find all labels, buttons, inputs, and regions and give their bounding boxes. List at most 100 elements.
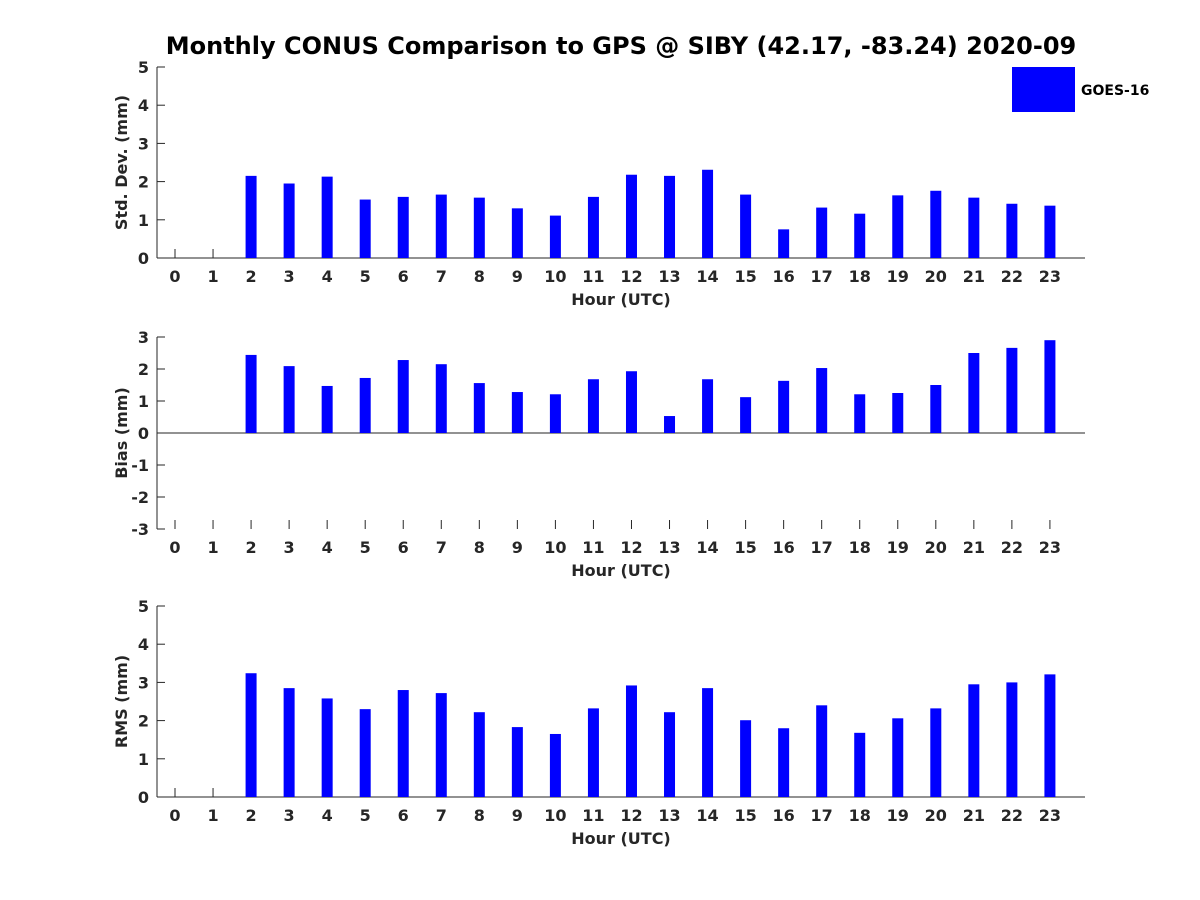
bar-hour-7 <box>435 364 447 433</box>
bar-hour-10 <box>549 733 561 797</box>
x-tick-label: 17 <box>811 267 833 286</box>
bar-hour-4 <box>321 385 333 433</box>
bar-hour-18 <box>854 732 866 797</box>
x-tick-label: 23 <box>1039 267 1061 286</box>
bar-hour-20 <box>930 708 942 797</box>
legend-swatch <box>1012 67 1075 112</box>
y-tick-label: 5 <box>138 58 149 77</box>
bar-hour-5 <box>359 199 371 258</box>
y-tick-label: -1 <box>131 456 149 475</box>
x-tick-label: 7 <box>436 267 447 286</box>
bar-hour-22 <box>1006 203 1018 258</box>
x-tick-label: 0 <box>169 267 180 286</box>
y-axis-label: RMS (mm) <box>112 655 131 748</box>
x-tick-label: 16 <box>773 806 795 825</box>
x-tick-label: 0 <box>169 806 180 825</box>
x-axis-label: Hour (UTC) <box>571 290 671 309</box>
x-tick-label: 6 <box>398 538 409 557</box>
legend-label: GOES-16 <box>1081 83 1149 99</box>
x-tick-label: 4 <box>322 267 333 286</box>
x-tick-label: 8 <box>474 806 485 825</box>
bar-hour-23 <box>1044 340 1056 433</box>
x-tick-label: 16 <box>773 267 795 286</box>
y-tick-label: 3 <box>138 134 149 153</box>
x-tick-label: 15 <box>734 267 756 286</box>
bar-hour-17 <box>816 368 828 433</box>
x-tick-label: 3 <box>284 267 295 286</box>
bar-hour-18 <box>854 394 866 433</box>
bar-hour-11 <box>587 379 599 433</box>
bar-hour-21 <box>968 684 980 797</box>
bar-hour-14 <box>702 169 714 258</box>
bar-hour-13 <box>664 416 676 433</box>
x-axis-label: Hour (UTC) <box>571 829 671 848</box>
bar-hour-7 <box>435 194 447 258</box>
x-tick-label: 17 <box>811 806 833 825</box>
x-tick-label: 13 <box>658 806 680 825</box>
x-tick-label: 21 <box>963 538 985 557</box>
x-tick-label: 9 <box>512 267 523 286</box>
bar-hour-11 <box>587 708 599 797</box>
bar-hour-8 <box>473 197 485 258</box>
x-tick-label: 10 <box>544 538 566 557</box>
bar-hour-2 <box>245 175 257 258</box>
bar-hour-2 <box>245 354 257 433</box>
x-tick-label: 3 <box>284 806 295 825</box>
bar-hour-6 <box>397 690 409 797</box>
y-tick-label: 0 <box>138 424 149 443</box>
x-tick-label: 2 <box>246 267 257 286</box>
bar-hour-4 <box>321 176 333 258</box>
y-tick-label: 2 <box>138 360 149 379</box>
legend: GOES-16 <box>1012 67 1149 112</box>
y-tick-label: 3 <box>138 673 149 692</box>
bar-hour-22 <box>1006 347 1018 433</box>
x-tick-label: 20 <box>925 806 947 825</box>
bar-hour-2 <box>245 673 257 797</box>
x-tick-label: 1 <box>207 538 218 557</box>
bar-hour-21 <box>968 197 980 258</box>
bar-hour-15 <box>740 397 752 433</box>
bar-hour-6 <box>397 360 409 433</box>
bar-hour-9 <box>511 392 523 433</box>
bar-hour-8 <box>473 383 485 433</box>
bar-hour-10 <box>549 394 561 433</box>
bar-hour-8 <box>473 712 485 797</box>
figure-title: Monthly CONUS Comparison to GPS @ SIBY (… <box>166 32 1076 60</box>
x-tick-label: 8 <box>474 267 485 286</box>
y-tick-label: 1 <box>138 750 149 769</box>
x-tick-label: 5 <box>360 267 371 286</box>
y-tick-label: -2 <box>131 488 149 507</box>
bar-hour-9 <box>511 727 523 797</box>
x-tick-label: 10 <box>544 806 566 825</box>
x-tick-label: 18 <box>849 538 871 557</box>
bar-hour-19 <box>892 393 904 433</box>
bar-hour-3 <box>283 688 295 797</box>
bar-hour-15 <box>740 720 752 797</box>
y-tick-label: 3 <box>138 328 149 347</box>
bar-hour-10 <box>549 215 561 258</box>
x-tick-label: 4 <box>322 538 333 557</box>
bar-hour-9 <box>511 208 523 258</box>
x-tick-label: 14 <box>696 806 718 825</box>
x-tick-label: 16 <box>773 538 795 557</box>
x-tick-label: 12 <box>620 806 642 825</box>
x-tick-label: 12 <box>620 267 642 286</box>
x-tick-label: 18 <box>849 267 871 286</box>
x-axis-label: Hour (UTC) <box>571 561 671 580</box>
x-tick-label: 11 <box>582 267 604 286</box>
y-tick-label: 1 <box>138 211 149 230</box>
x-tick-label: 15 <box>734 538 756 557</box>
bar-hour-16 <box>778 728 790 797</box>
x-tick-label: 0 <box>169 538 180 557</box>
x-tick-label: 2 <box>246 538 257 557</box>
bar-hour-16 <box>778 229 790 258</box>
x-tick-label: 8 <box>474 538 485 557</box>
x-tick-label: 18 <box>849 806 871 825</box>
x-tick-label: 20 <box>925 267 947 286</box>
x-tick-label: 5 <box>360 538 371 557</box>
bar-hour-12 <box>625 371 637 433</box>
